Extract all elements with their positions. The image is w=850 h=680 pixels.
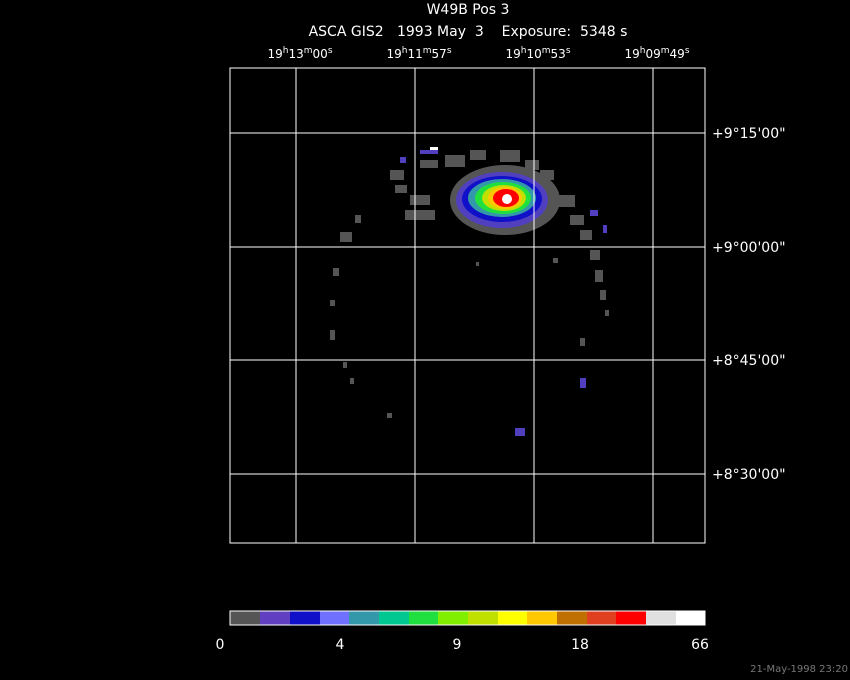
ra-value: 00 bbox=[313, 47, 328, 61]
ra-value: 19 bbox=[386, 47, 401, 61]
ra-unit: m bbox=[542, 46, 551, 56]
ra-value: 19 bbox=[267, 47, 282, 61]
ra-unit: m bbox=[304, 46, 313, 56]
ra-unit: s bbox=[328, 46, 333, 56]
ra-unit: m bbox=[661, 46, 670, 56]
timestamp: 21-May-1998 23:20 bbox=[750, 664, 848, 675]
title: W49B Pos 3 bbox=[427, 2, 510, 18]
ra-value: 19 bbox=[624, 47, 639, 61]
colorbar-label: 0 bbox=[216, 637, 225, 653]
ra-label: 19h09m49s bbox=[624, 46, 689, 61]
colorbar-label: 9 bbox=[453, 637, 462, 653]
ra-value: 57 bbox=[432, 47, 447, 61]
ra-unit: s bbox=[447, 46, 452, 56]
colorbar-label: 66 bbox=[691, 637, 709, 653]
ra-value: 11 bbox=[407, 47, 422, 61]
dec-label: +9°00'00" bbox=[712, 240, 786, 256]
coordinate-grid bbox=[229, 67, 706, 544]
ra-value: 53 bbox=[551, 47, 566, 61]
ra-value: 10 bbox=[526, 47, 541, 61]
ra-unit: h bbox=[402, 46, 408, 56]
dec-label: +9°15'00" bbox=[712, 126, 786, 142]
colorbar bbox=[229, 610, 706, 626]
colorbar-label: 18 bbox=[571, 637, 589, 653]
ra-unit: m bbox=[423, 46, 432, 56]
ra-unit: s bbox=[566, 46, 571, 56]
ra-unit: s bbox=[685, 46, 690, 56]
ra-unit: h bbox=[283, 46, 289, 56]
ra-value: 13 bbox=[288, 47, 303, 61]
ra-label: 19h10m53s bbox=[505, 46, 570, 61]
ra-value: 49 bbox=[670, 47, 685, 61]
ra-labels: 19h13m00s 19h11m57s 19h10m53s 19h09m49s bbox=[267, 46, 689, 61]
subtitle: ASCA GIS2 1993 May 3 Exposure: 5348 s bbox=[309, 24, 628, 40]
ra-label: 19h13m00s bbox=[267, 46, 332, 61]
dec-label: +8°30'00" bbox=[712, 467, 786, 483]
ra-unit: h bbox=[640, 46, 646, 56]
ra-label: 19h11m57s bbox=[386, 46, 451, 61]
dec-label: +8°45'00" bbox=[712, 353, 786, 369]
ra-unit: h bbox=[521, 46, 527, 56]
colorbar-label: 4 bbox=[336, 637, 345, 653]
image bbox=[330, 147, 609, 436]
ra-value: 19 bbox=[505, 47, 520, 61]
ra-value: 09 bbox=[645, 47, 660, 61]
